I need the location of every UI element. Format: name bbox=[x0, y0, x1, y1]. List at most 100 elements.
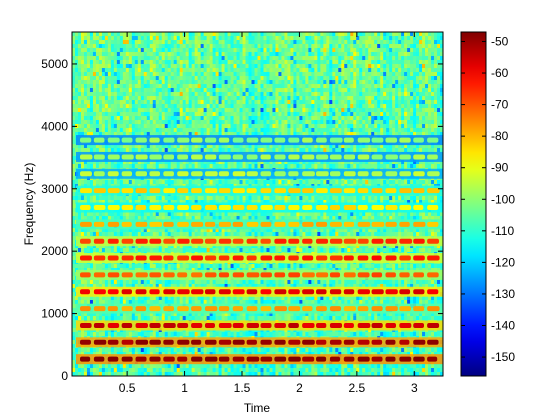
noise-cell bbox=[188, 164, 193, 169]
noise-cell bbox=[209, 56, 214, 61]
noise-cell bbox=[143, 364, 148, 369]
noise-cell bbox=[170, 364, 175, 369]
noise-cell bbox=[146, 312, 151, 317]
noise-cell bbox=[182, 120, 187, 125]
noise-cell bbox=[77, 200, 82, 205]
noise-cell bbox=[203, 312, 208, 317]
noise-cell bbox=[224, 296, 228, 301]
noise-cell bbox=[182, 160, 187, 165]
noise-cell bbox=[182, 36, 187, 41]
noise-cell bbox=[143, 48, 148, 53]
noise-cell bbox=[215, 232, 219, 237]
noise-cell bbox=[101, 248, 106, 253]
noise-cell bbox=[152, 364, 157, 369]
noise-cell bbox=[77, 92, 82, 97]
noise-cell bbox=[80, 312, 85, 317]
noise-cell bbox=[212, 76, 217, 81]
noise-cell bbox=[188, 60, 193, 65]
noise-cell bbox=[236, 264, 240, 269]
noise-cell bbox=[146, 296, 151, 301]
noise-cell bbox=[182, 196, 187, 201]
noise-cell bbox=[155, 116, 160, 121]
noise-cell bbox=[146, 248, 151, 253]
noise-cell bbox=[116, 248, 121, 253]
noise-cell bbox=[185, 300, 190, 305]
noise-cell bbox=[161, 160, 166, 165]
noise-cell bbox=[194, 316, 199, 321]
noise-cell bbox=[170, 312, 175, 317]
noise-cell bbox=[242, 96, 246, 101]
noise-cell bbox=[239, 48, 243, 53]
noise-cell bbox=[155, 232, 160, 237]
noise-cell bbox=[104, 212, 109, 217]
noise-cell bbox=[137, 32, 142, 37]
noise-cell bbox=[146, 100, 151, 105]
noise-cell bbox=[170, 132, 175, 137]
noise-cell bbox=[215, 56, 219, 61]
noise-cell bbox=[122, 52, 127, 57]
noise-cell bbox=[176, 128, 181, 133]
noise-cell bbox=[230, 284, 234, 289]
noise-cell bbox=[143, 120, 148, 125]
noise-cell bbox=[101, 60, 106, 65]
noise-cell bbox=[146, 44, 151, 49]
noise-cell bbox=[98, 120, 103, 125]
noise-cell bbox=[143, 112, 148, 117]
noise-cell bbox=[143, 40, 148, 45]
noise-cell bbox=[72, 60, 76, 65]
noise-cell bbox=[131, 316, 136, 321]
noise-cell bbox=[188, 180, 193, 185]
noise-cell bbox=[80, 164, 85, 169]
noise-cell bbox=[227, 284, 231, 289]
noise-cell bbox=[140, 84, 145, 89]
noise-cell bbox=[164, 196, 169, 201]
noise-cell bbox=[158, 68, 163, 73]
noise-cell bbox=[158, 48, 163, 53]
noise-cell bbox=[197, 120, 202, 125]
noise-cell bbox=[224, 232, 228, 237]
noise-cell bbox=[233, 248, 237, 253]
noise-cell bbox=[176, 52, 181, 57]
noise-cell bbox=[179, 80, 184, 85]
noise-cell bbox=[206, 200, 211, 205]
noise-cell bbox=[95, 104, 100, 109]
noise-cell bbox=[143, 316, 148, 321]
noise-cell bbox=[80, 120, 85, 125]
noise-cell bbox=[98, 316, 103, 321]
noise-cell bbox=[188, 132, 193, 137]
noise-cell bbox=[137, 36, 142, 41]
noise-cell bbox=[128, 200, 133, 205]
noise-cell bbox=[107, 96, 112, 101]
noise-cell bbox=[161, 48, 166, 53]
noise-cell bbox=[92, 364, 97, 369]
noise-cell bbox=[239, 88, 243, 93]
noise-cell bbox=[128, 68, 133, 73]
noise-cell bbox=[200, 348, 205, 353]
noise-cell bbox=[77, 212, 82, 217]
noise-cell bbox=[74, 264, 79, 269]
noise-cell bbox=[128, 144, 133, 149]
noise-cell bbox=[242, 44, 246, 49]
noise-cell bbox=[218, 316, 222, 321]
noise-cell bbox=[77, 56, 82, 61]
noise-cell bbox=[128, 40, 133, 45]
noise-cell bbox=[95, 84, 100, 89]
noise-cell bbox=[131, 112, 136, 117]
noise-cell bbox=[101, 68, 106, 73]
noise-cell bbox=[113, 68, 118, 73]
noise-cell bbox=[116, 44, 121, 49]
noise-cell bbox=[158, 372, 163, 376]
noise-cell bbox=[224, 300, 228, 305]
noise-cell bbox=[125, 116, 130, 121]
noise-cell bbox=[72, 252, 76, 257]
noise-cell bbox=[191, 348, 196, 353]
noise-cell bbox=[215, 80, 219, 85]
noise-cell bbox=[212, 104, 217, 109]
noise-cell bbox=[200, 80, 205, 85]
noise-cell bbox=[116, 64, 121, 69]
noise-cell bbox=[164, 44, 169, 49]
noise-cell bbox=[212, 280, 217, 285]
noise-cell bbox=[119, 132, 124, 137]
noise-cell bbox=[191, 228, 196, 233]
noise-cell bbox=[212, 60, 217, 65]
